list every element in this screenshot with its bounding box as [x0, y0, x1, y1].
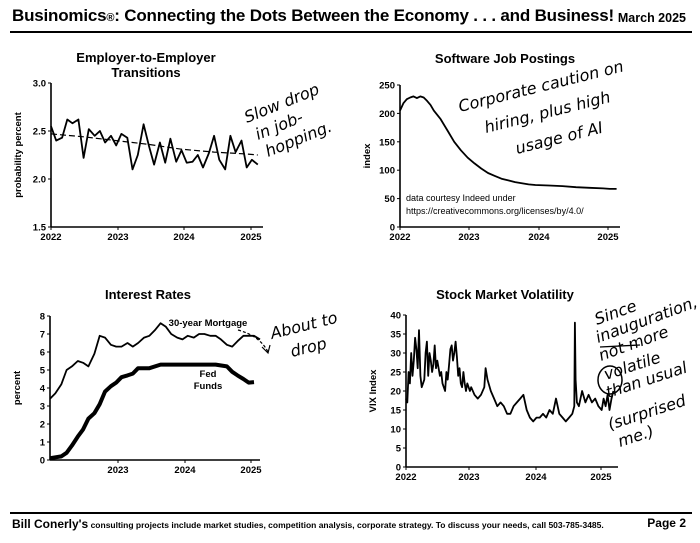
arrow-head [261, 344, 271, 355]
y-tick-label: 8 [40, 312, 45, 323]
y-tick-label: 20 [390, 387, 401, 398]
header-title-rest: : Connecting the Dots Between the Econom… [114, 6, 615, 25]
y-tick-label: 250 [379, 81, 395, 92]
x-tick-label: 2023 [458, 472, 479, 483]
page-header: Businomics®: Connecting the Dots Between… [12, 6, 614, 26]
series-label-mortgage: 30-year Mortgage [169, 318, 248, 329]
x-tick-label: 2025 [240, 465, 262, 476]
underline-not [599, 344, 641, 348]
x-tick-label: 2024 [525, 472, 547, 483]
y-tick-label: 40 [390, 311, 401, 322]
x-tick-label: 2025 [597, 232, 619, 243]
y-tick-label: 50 [384, 194, 395, 205]
y-tick-label: 2 [40, 420, 45, 431]
registered-mark: ® [106, 12, 115, 24]
x-tick-label: 2022 [395, 472, 416, 483]
x-tick-label: 2023 [107, 465, 128, 476]
y-tick-label: 0 [390, 223, 395, 234]
x-tick-label: 2022 [40, 232, 61, 243]
y-axis-label: probability percent [13, 111, 24, 197]
y-tick-label: 150 [379, 137, 395, 148]
x-tick-label: 2025 [590, 472, 612, 483]
highlight-circle [597, 365, 623, 395]
x-tick-label: 2024 [174, 465, 196, 476]
y-tick-label: 0 [40, 456, 45, 467]
y-tick-label: 5 [396, 444, 402, 455]
x-tick-label: 2024 [173, 232, 195, 243]
chart-title: Transitions [111, 65, 180, 80]
y-tick-label: 1.5 [33, 223, 47, 234]
series-line-1 [50, 118, 259, 171]
x-tick-label: 2024 [528, 232, 550, 243]
source-note: https://creativecommons.org/licenses/by/… [406, 206, 584, 216]
x-tick-label: 2023 [458, 232, 479, 243]
y-tick-label: 3.0 [33, 79, 46, 90]
y-tick-label: 0 [396, 463, 401, 474]
y-tick-label: 1 [40, 438, 46, 449]
y-tick-label: 35 [390, 330, 401, 341]
chart-3: Interest Rates 0 1 2 3 4 5 6 7 8 2023 2024 2025 perce… [12, 287, 340, 476]
y-axis-label: VIX Index [368, 369, 379, 412]
y-tick-label: 15 [390, 406, 401, 417]
chart-2: Software Job Postings 0 50 100 150 200 250 2022… [362, 51, 625, 243]
series-line-2 [49, 362, 255, 461]
series-line-1 [399, 95, 617, 190]
y-tick-label: 4 [40, 384, 46, 395]
y-axis-label: index [362, 143, 373, 169]
source-note: data courtesy Indeed under [406, 193, 516, 203]
y-tick-label: 200 [379, 109, 395, 120]
y-axis-label: percent [12, 370, 23, 405]
y-tick-label: 2.0 [33, 175, 46, 186]
y-tick-label: 5 [40, 366, 46, 377]
x-tick-label: 2023 [107, 232, 128, 243]
chart-title: Interest Rates [105, 287, 191, 302]
y-tick-label: 7 [40, 330, 45, 341]
x-tick-label: 2022 [389, 232, 410, 243]
series-label-funds: Funds [194, 381, 223, 392]
header-title: Businomics [12, 6, 107, 25]
footer-name: Bill Conerly's [12, 517, 89, 531]
y-tick-label: 30 [390, 349, 401, 360]
footer-rule [10, 512, 692, 514]
series-label-fed: Fed [200, 369, 217, 380]
y-tick-label: 100 [379, 166, 395, 177]
chart-title: Stock Market Volatility [436, 287, 575, 302]
y-tick-label: 25 [390, 368, 401, 379]
footer-description: consulting projects include market studi… [88, 520, 604, 530]
chart-title: Employer-to-Employer [76, 50, 215, 65]
issue-date: March 2025 [617, 11, 686, 25]
chart-4: Stock Market Volatility05101520253035402… [368, 287, 700, 483]
y-tick-label: 6 [40, 348, 45, 359]
x-tick-label: 2025 [240, 232, 262, 243]
y-tick-label: 3 [40, 402, 45, 413]
chart-title: Software Job Postings [435, 51, 575, 66]
y-tick-label: 10 [390, 425, 401, 436]
handwritten-note: drop [288, 334, 328, 361]
series-line-1 [405, 321, 615, 423]
y-tick-label: 2.5 [33, 127, 47, 138]
series-line-2 [50, 133, 258, 156]
annotation-arrow [237, 329, 269, 353]
header-rule [10, 31, 692, 33]
series-line-1 [49, 322, 261, 400]
footer-text: Bill Conerly's consulting projects inclu… [12, 517, 604, 531]
page-number: Page 2 [647, 516, 686, 530]
